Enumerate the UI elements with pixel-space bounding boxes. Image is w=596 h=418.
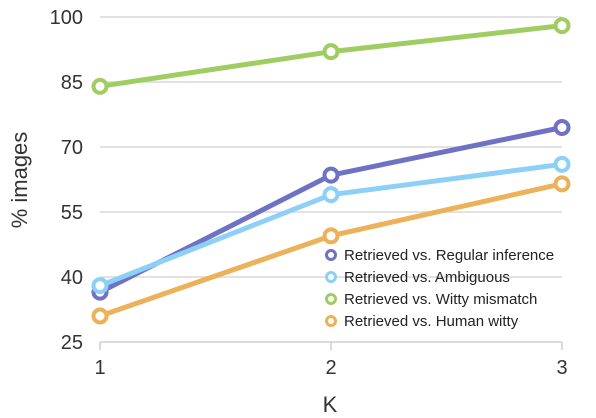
legend-marker [325,315,337,327]
y-tick-label: 70 [61,137,83,159]
x-tick-label: 2 [325,357,336,379]
y-tick-label: 25 [61,332,83,354]
y-tick-label: 55 [61,202,83,224]
data-point [553,119,571,136]
legend: Retrieved vs. Regular inference Retrieved… [325,247,554,330]
legend-label: Retrieved vs. Ambiguous [344,269,510,286]
y-axis-title: % images [7,132,32,229]
x-tick-label: 3 [556,357,567,379]
legend-label: Retrieved vs. Regular inference [344,247,554,264]
grid-lines [100,16,562,278]
axes [99,341,563,350]
data-point [91,277,109,295]
data-point [322,43,340,61]
data-point [91,77,109,95]
legend-marker [325,271,337,283]
legend-marker [325,249,337,261]
x-tick-label: 1 [94,357,105,379]
data-point [553,17,571,35]
data-point [322,166,340,184]
legend-label: Retrieved vs. Witty mismatch [344,291,537,308]
series-line-0 [97,125,565,295]
data-point [553,155,571,173]
data-point [322,227,340,245]
data-point [553,175,571,193]
x-axis-title: K [323,392,338,417]
data-point [91,307,109,325]
y-tick-labels: 25 40 55 70 85 100 [50,7,83,354]
series-lines [91,17,571,325]
x-tick-labels: 1 2 3 [94,357,567,379]
data-point [322,186,340,204]
legend-marker [325,293,337,305]
y-tick-label: 40 [61,267,83,289]
legend-label: Retrieved vs. Human witty [344,313,519,330]
y-tick-label: 85 [61,72,83,94]
y-tick-label: 100 [50,7,83,29]
